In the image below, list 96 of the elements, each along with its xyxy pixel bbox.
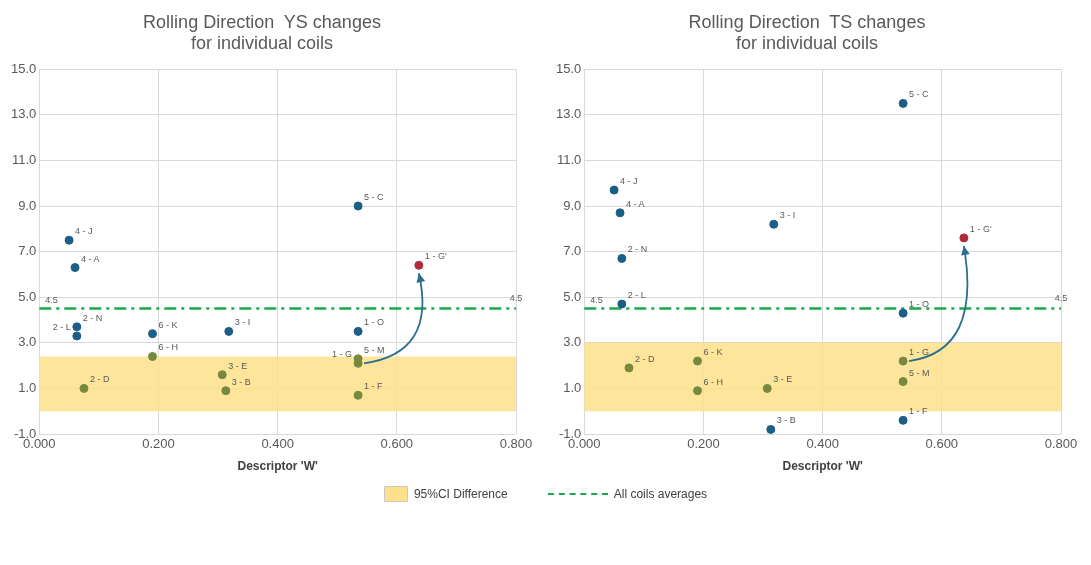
- point: [353, 201, 363, 211]
- y-tick-label: 5.0: [18, 288, 37, 304]
- annotation: 5 - C: [364, 191, 385, 202]
- annotation: 5 - M: [364, 344, 385, 355]
- point: [959, 233, 969, 243]
- annotation: 4.5: [45, 294, 58, 305]
- x-tick-label: 0.600: [380, 436, 414, 452]
- point: [353, 326, 363, 336]
- annotation: 4 - J: [620, 176, 638, 187]
- annotation: 4.5: [590, 294, 603, 305]
- point: [762, 383, 772, 393]
- annotation: 1 - F: [364, 381, 384, 392]
- x-tick-label: 0.200: [687, 436, 720, 452]
- annotation: 1 - O: [909, 299, 930, 310]
- annotation: 1 - G': [424, 251, 447, 262]
- point: [609, 185, 619, 195]
- annotation: 3 - B: [231, 376, 251, 387]
- point: [64, 235, 74, 245]
- chart-title: Rolling Direction YS changes for individual coils: [143, 11, 381, 54]
- y-tick-label: 3.0: [18, 334, 37, 350]
- annotation: 4.5: [509, 292, 523, 303]
- annotation: 1 - O: [364, 317, 385, 328]
- x-tick-label: 0.600: [925, 436, 959, 452]
- annotation: 6 - H: [703, 376, 724, 387]
- annotation: 2 - N: [82, 312, 103, 323]
- legend-label: All coils averages: [613, 487, 708, 501]
- point: [617, 253, 627, 263]
- point: [148, 329, 158, 339]
- point: [72, 331, 82, 341]
- point: [898, 98, 908, 108]
- annotation: 5 - C: [909, 89, 930, 100]
- annotation: 5 - M: [909, 367, 930, 378]
- point: [617, 299, 627, 309]
- point: [615, 208, 625, 218]
- annotation: 3 - B: [776, 415, 796, 426]
- y-tick-label: 11.0: [11, 151, 37, 167]
- y-tick-label: 9.0: [18, 197, 37, 213]
- point: [898, 308, 908, 318]
- annotation: 1 - G: [332, 349, 353, 360]
- point: [898, 415, 908, 425]
- annotation: 3 - E: [773, 374, 793, 385]
- point: [693, 356, 703, 366]
- y-tick-label: 15.0: [555, 60, 582, 76]
- point: [769, 219, 779, 229]
- annotation: 3 - I: [234, 317, 251, 328]
- point: [693, 386, 703, 396]
- point: [72, 322, 82, 332]
- annotation: 4 - A: [626, 198, 645, 209]
- chart-title: Rolling Direction TS changes for individual coils: [688, 11, 926, 54]
- x-axis-title: Descriptor 'W': [237, 459, 318, 474]
- annotation: 2 - D: [634, 353, 655, 364]
- annotation: 1 - G': [969, 223, 992, 234]
- x-tick-label: 0.400: [261, 436, 294, 452]
- annotation: 4.5: [1054, 292, 1068, 303]
- x-tick-label: 0.400: [806, 436, 839, 452]
- y-tick-label: 9.0: [563, 197, 582, 213]
- annotation: 1 - G: [909, 347, 930, 358]
- annotation: 3 - I: [779, 210, 796, 221]
- annotation: 3 - E: [228, 360, 248, 371]
- y-tick-label: 3.0: [563, 334, 582, 350]
- y-tick-label: 7.0: [563, 243, 582, 259]
- annotation: 4 - A: [81, 253, 100, 264]
- y-tick-label: 5.0: [563, 288, 582, 304]
- point: [898, 356, 908, 366]
- legend-label: 95%CI Difference: [413, 487, 508, 501]
- annotation: 6 - K: [703, 347, 723, 358]
- point: [624, 363, 634, 373]
- point: [79, 383, 89, 393]
- annotation: 6 - H: [158, 342, 179, 353]
- point: [224, 326, 234, 336]
- point: [414, 260, 424, 270]
- y-tick-label: 15.0: [10, 60, 37, 76]
- y-tick-label: 7.0: [18, 243, 37, 259]
- point: [148, 351, 158, 361]
- annotation: 2 - N: [627, 244, 648, 255]
- annotation: 2 - L: [627, 290, 646, 301]
- x-tick-label: 0.200: [142, 436, 175, 452]
- annotation: 4 - J: [75, 226, 93, 237]
- x-tick-label: 0.800: [1044, 436, 1078, 452]
- annotation: 1 - F: [909, 406, 929, 417]
- y-tick-label: 1.0: [18, 379, 37, 395]
- y-tick-label: 13.0: [10, 106, 37, 122]
- point: [766, 424, 776, 434]
- point: [221, 386, 231, 396]
- y-tick-label: 13.0: [555, 106, 582, 122]
- x-axis-title: Descriptor 'W': [782, 459, 863, 474]
- point: [898, 377, 908, 387]
- annotation: 6 - K: [158, 319, 178, 330]
- point: [70, 263, 80, 273]
- x-tick-label: 0.800: [499, 436, 533, 452]
- y-tick-label: 11.0: [556, 151, 582, 167]
- y-tick-label: 1.0: [563, 379, 582, 395]
- annotation: 2 - D: [89, 374, 110, 385]
- point: [353, 390, 363, 400]
- point: [217, 370, 227, 380]
- annotation: 2 - L: [52, 321, 71, 332]
